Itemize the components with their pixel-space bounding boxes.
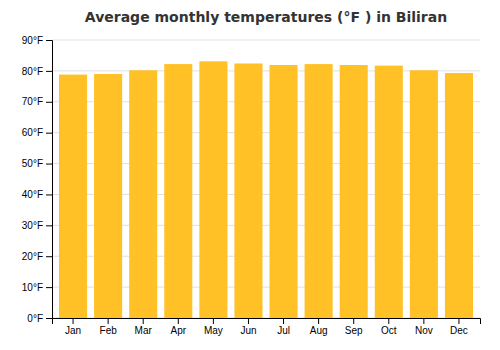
x-tick: Sep xyxy=(345,318,363,336)
bar xyxy=(410,70,438,318)
bar xyxy=(94,74,122,318)
y-tick-label: 40°F xyxy=(22,189,43,200)
x-tick-mark xyxy=(143,318,144,324)
y-tick-mark xyxy=(46,133,52,134)
x-axis: Jan Feb Mar Apr May Jun Jul Aug Sep Oct Nov Dec xyxy=(53,318,481,336)
y-tick: 10°F xyxy=(22,282,52,293)
y-tick: 40°F xyxy=(22,189,52,200)
x-tick-mark xyxy=(108,318,109,324)
x-tick-label: Nov xyxy=(415,325,433,336)
x-tick-label: Dec xyxy=(450,325,468,336)
x-tick: Feb xyxy=(100,318,118,336)
y-tick-label: 10°F xyxy=(22,282,43,293)
x-tick: Jun xyxy=(240,318,256,336)
x-tick-label: Oct xyxy=(381,325,397,336)
x-tick: Nov xyxy=(415,318,433,336)
y-tick-label: 70°F xyxy=(22,96,43,107)
x-tick: Jul xyxy=(277,318,290,336)
x-tick-label: Jul xyxy=(277,325,290,336)
bar xyxy=(59,75,87,318)
x-axis-line xyxy=(53,319,481,325)
y-tick-label: 60°F xyxy=(22,127,43,138)
y-tick-mark xyxy=(46,102,52,103)
bar xyxy=(129,70,157,318)
y-axis-line xyxy=(46,41,53,319)
x-tick: Jan xyxy=(65,318,81,336)
x-tick-label: Feb xyxy=(100,325,118,336)
y-tick: 50°F xyxy=(22,158,52,169)
bars xyxy=(59,61,473,318)
x-tick: May xyxy=(204,318,223,336)
y-tick-label: 0°F xyxy=(27,313,43,324)
y-tick-mark xyxy=(46,194,52,195)
y-tick-label: 50°F xyxy=(22,158,43,169)
x-tick-label: Apr xyxy=(171,325,187,336)
y-tick-label: 80°F xyxy=(22,66,43,77)
x-tick-label: Sep xyxy=(345,325,363,336)
bar xyxy=(305,64,333,318)
x-tick-mark xyxy=(73,318,74,324)
x-tick: Aug xyxy=(310,318,328,336)
bar xyxy=(270,65,298,318)
y-tick-mark xyxy=(46,40,52,41)
bar xyxy=(375,66,403,318)
x-tick-label: Mar xyxy=(135,325,153,336)
bar xyxy=(234,63,262,318)
y-tick: 20°F xyxy=(22,251,52,262)
x-tick: Dec xyxy=(450,318,468,336)
x-tick-mark xyxy=(353,318,354,324)
bar xyxy=(199,61,227,318)
bar xyxy=(164,64,192,318)
grid xyxy=(52,40,480,318)
x-tick: Oct xyxy=(381,318,397,336)
x-tick-mark xyxy=(213,318,214,324)
x-tick-label: Jan xyxy=(65,325,81,336)
x-tick-label: Aug xyxy=(310,325,328,336)
y-tick: 70°F xyxy=(22,96,52,107)
x-tick-mark xyxy=(248,318,249,324)
x-tick: Mar xyxy=(135,318,153,336)
y-tick-mark xyxy=(46,225,52,226)
x-tick-mark xyxy=(178,318,179,324)
title: Average monthly temperatures (°F ) in Bi… xyxy=(85,9,447,25)
grid-line xyxy=(52,40,480,41)
y-tick: 30°F xyxy=(22,220,52,231)
x-tick: Apr xyxy=(171,318,187,336)
x-tick-mark xyxy=(283,318,284,324)
y-tick-label: 90°F xyxy=(22,35,43,46)
y-tick-label: 20°F xyxy=(22,251,43,262)
y-axis: 0°F 10°F 20°F 30°F 40°F 50°F 60°F 70°F 80°F 90°F xyxy=(22,35,53,324)
x-tick-label: May xyxy=(204,325,223,336)
chart: 0°F 10°F 20°F 30°F 40°F 50°F 60°F 70°F 80°F 90°F J… xyxy=(0,0,500,350)
y-tick: 80°F xyxy=(22,66,52,77)
y-tick-label: 30°F xyxy=(22,220,43,231)
y-tick-mark xyxy=(46,318,52,319)
y-tick: 0°F xyxy=(27,313,52,324)
x-tick-label: Jun xyxy=(240,325,256,336)
bar xyxy=(340,65,368,318)
x-tick-mark xyxy=(458,318,459,324)
x-tick-mark xyxy=(423,318,424,324)
y-tick-mark xyxy=(46,71,52,72)
bar xyxy=(445,73,473,318)
y-tick-mark xyxy=(46,256,52,257)
y-tick-mark xyxy=(46,164,52,165)
x-tick-mark xyxy=(388,318,389,324)
y-tick-mark xyxy=(46,287,52,288)
y-tick: 90°F xyxy=(22,35,52,46)
y-tick: 60°F xyxy=(22,127,52,138)
x-tick-mark xyxy=(318,318,319,324)
